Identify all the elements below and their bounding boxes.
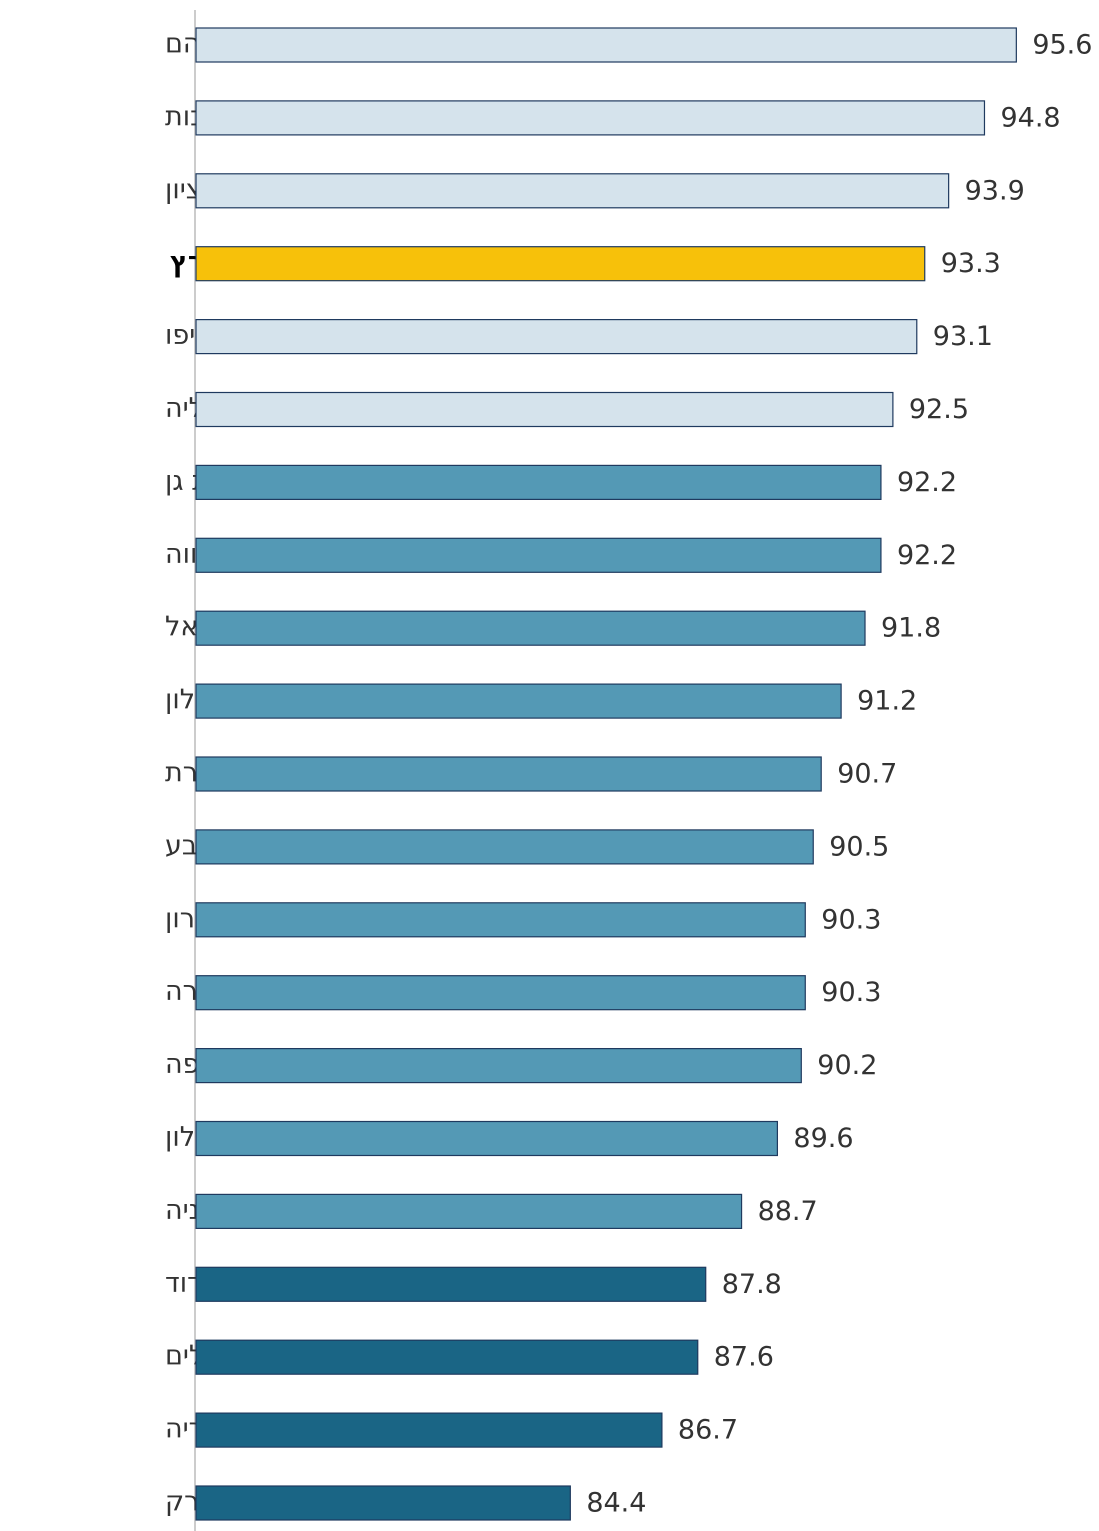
value-label: 91.8 bbox=[881, 613, 941, 644]
bar bbox=[195, 756, 822, 792]
bar bbox=[195, 1120, 779, 1157]
value-label: 93.1 bbox=[933, 321, 993, 352]
value-label: 92.2 bbox=[897, 467, 957, 498]
bar bbox=[195, 683, 842, 719]
bar bbox=[195, 464, 882, 500]
value-label: 91.2 bbox=[857, 686, 917, 717]
bar bbox=[195, 173, 950, 209]
bar bbox=[195, 829, 814, 865]
value-label: 88.7 bbox=[758, 1196, 818, 1227]
value-label: 86.7 bbox=[678, 1415, 738, 1446]
value-label: 90.7 bbox=[837, 759, 897, 790]
value-label: 90.5 bbox=[829, 831, 889, 862]
value-label: 90.2 bbox=[817, 1050, 877, 1081]
bar bbox=[195, 246, 926, 282]
value-label: 92.5 bbox=[909, 394, 969, 425]
bar bbox=[195, 902, 806, 938]
bar bbox=[195, 100, 986, 136]
value-label: 87.8 bbox=[722, 1269, 782, 1300]
bar bbox=[195, 537, 882, 573]
value-label: 90.3 bbox=[821, 977, 881, 1008]
value-label: 84.4 bbox=[586, 1488, 646, 1519]
bar bbox=[195, 1339, 699, 1375]
bar bbox=[195, 27, 1017, 63]
bar bbox=[195, 1485, 571, 1521]
bar bbox=[195, 1047, 802, 1084]
value-label: 95.6 bbox=[1032, 30, 1092, 61]
value-label: 90.3 bbox=[821, 904, 881, 935]
bar bbox=[195, 391, 894, 428]
value-label: 92.2 bbox=[897, 540, 957, 571]
value-label: 89.6 bbox=[793, 1123, 853, 1154]
bar bbox=[195, 610, 866, 646]
value-label: 87.6 bbox=[714, 1342, 774, 1373]
value-label: 93.9 bbox=[965, 175, 1025, 206]
bar bbox=[195, 319, 918, 355]
bar bbox=[195, 975, 806, 1011]
bar bbox=[195, 1193, 743, 1230]
bar bbox=[195, 1266, 707, 1302]
bar bbox=[195, 1412, 663, 1448]
value-label: 94.8 bbox=[1000, 102, 1060, 133]
value-label: 93.3 bbox=[941, 248, 1001, 279]
